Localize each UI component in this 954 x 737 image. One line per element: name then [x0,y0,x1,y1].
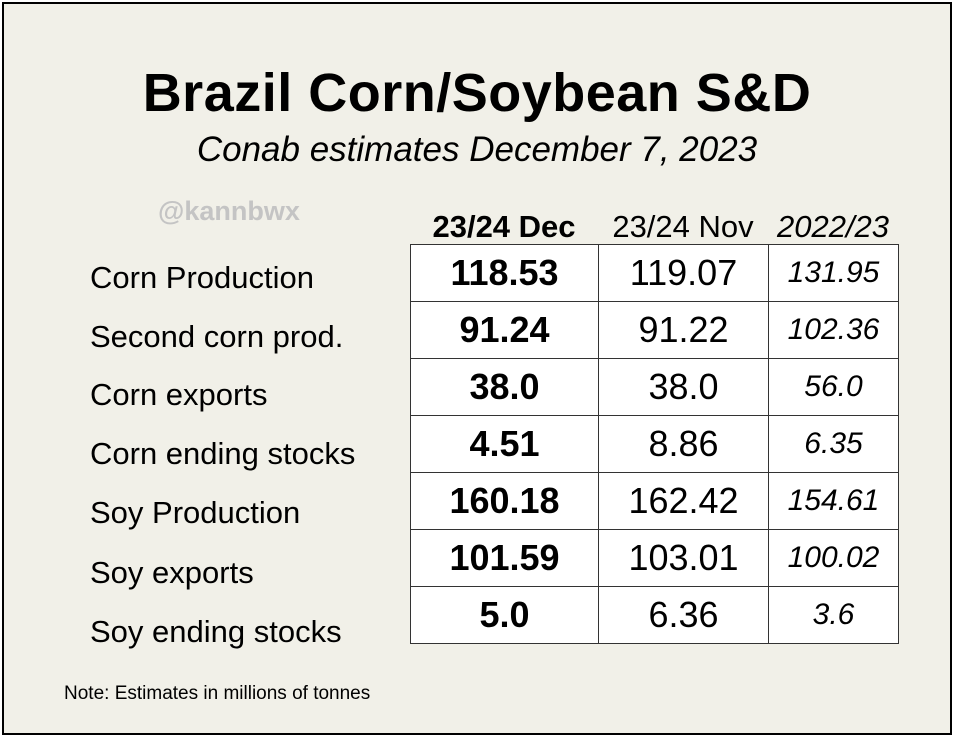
row-label-soy-ending-stocks: Soy ending stocks [90,614,342,649]
row-label-soy-production: Soy Production [90,495,301,530]
cell-value: 160.18 [410,472,599,530]
cell-value: 6.36 [598,586,769,644]
row-label-corn-exports: Corn exports [90,377,268,412]
table-row: 91.24 91.22 102.36 [410,301,899,359]
cell-value: 154.61 [768,472,899,530]
footnote: Note: Estimates in millions of tonnes [64,683,371,704]
watermark-handle: @kannbwx [158,196,300,226]
cell-value: 131.95 [768,244,899,302]
cell-value: 38.0 [410,358,599,416]
row-label-soy-exports: Soy exports [90,555,254,590]
cell-value: 5.0 [410,586,599,644]
cell-value: 8.86 [598,415,769,473]
table-row: 4.51 8.86 6.35 [410,415,899,473]
row-label-corn-production: Corn Production [90,260,315,295]
cell-value: 101.59 [410,529,599,587]
page-subtitle: Conab estimates December 7, 2023 [196,130,758,169]
cell-value: 4.51 [410,415,599,473]
cell-value: 162.42 [598,472,769,530]
row-label-second-corn-prod: Second corn prod. [90,319,344,354]
table-row: 101.59 103.01 100.02 [410,529,899,587]
table-row: 160.18 162.42 154.61 [410,472,899,530]
cell-value: 91.22 [598,301,769,359]
cell-value: 3.6 [768,586,899,644]
cell-value: 119.07 [598,244,769,302]
table-row: 38.0 38.0 56.0 [410,358,899,416]
column-header-2022-23: 2022/23 [776,209,890,244]
cell-value: 38.0 [598,358,769,416]
column-header-23-24-dec: 23/24 Dec [432,209,576,244]
cell-value: 102.36 [768,301,899,359]
cell-value: 103.01 [598,529,769,587]
table-row: 118.53 119.07 131.95 [410,244,899,302]
page-title: Brazil Corn/Soybean S&D [142,63,812,123]
cell-value: 91.24 [410,301,599,359]
row-label-corn-ending-stocks: Corn ending stocks [90,436,356,471]
cell-value: 6.35 [768,415,899,473]
table-row: 5.0 6.36 3.6 [410,586,899,644]
cell-value: 118.53 [410,244,599,302]
column-header-23-24-nov: 23/24 Nov [612,209,754,244]
cell-value: 56.0 [768,358,899,416]
estimates-table: 118.53 119.07 131.95 91.24 91.22 102.36 … [410,244,899,644]
cell-value: 100.02 [768,529,899,587]
